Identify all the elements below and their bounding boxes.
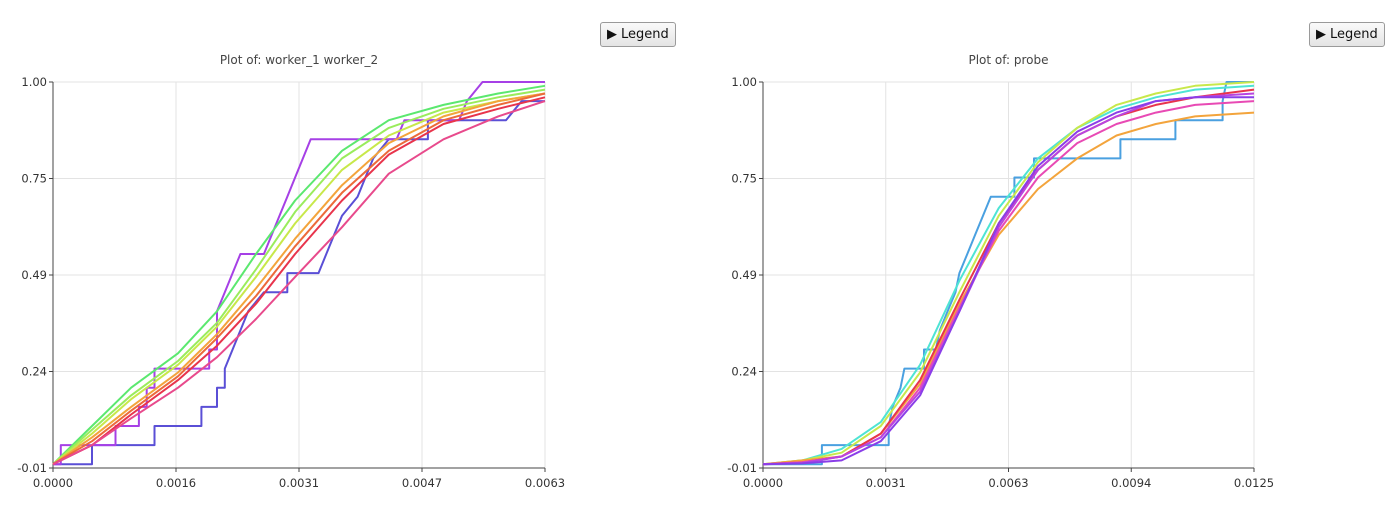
x-tick-label: 0.0094: [1111, 476, 1151, 490]
series-line-5: [52, 92, 546, 465]
y-tick-label: 0.24: [731, 365, 757, 379]
y-tick-label: -0.01: [727, 461, 757, 475]
series-line-6: [52, 92, 546, 466]
y-tick-label: 1.00: [21, 75, 47, 89]
series-line-3: [762, 81, 1255, 466]
y-tick-label: -0.01: [17, 461, 47, 475]
y-tick-label: 0.75: [21, 172, 47, 186]
x-tick-label: 0.0031: [866, 476, 906, 490]
x-tick-label: 0.0016: [156, 476, 196, 490]
cdf-plot-left: 0.0000 0.0016 0.0031 0.0047 0.0063 1.00 0.75 0.…: [17, 75, 565, 490]
play-icon: ▶: [607, 27, 617, 42]
x-tick-label: 0.0063: [525, 476, 565, 490]
series-line-2: [762, 84, 1255, 466]
x-tick-label: 0.0063: [988, 476, 1028, 490]
x-tick-label: 0.0000: [33, 476, 73, 490]
series-line-4: [52, 88, 546, 465]
chart-title-left: Plot of: worker_1 worker_2: [219, 53, 379, 67]
y-tick-label: 0.75: [731, 172, 757, 186]
x-tick-label: 0.0125: [1234, 476, 1274, 490]
series-line-8: [762, 96, 1254, 466]
series-line-3: [52, 84, 546, 465]
series-line-1: [763, 81, 1254, 466]
legend-toggle-button-right[interactable]: ▶ Legend: [1309, 22, 1385, 47]
play-icon: ▶: [1316, 27, 1326, 42]
chart-panel-right: ▶ Legend Plot of: probe 0.0000 0.0031 0.00…: [700, 0, 1387, 507]
y-tick-label: 0.24: [21, 365, 47, 379]
series-line-9: [52, 100, 546, 466]
x-tick-label: 0.0031: [279, 476, 319, 490]
x-tick-label: 0.0047: [402, 476, 442, 490]
y-tick-label: 1.00: [731, 75, 757, 89]
series-line-7: [52, 92, 546, 466]
series-line-8: [52, 96, 546, 466]
y-tick-label: 0.49: [21, 268, 47, 282]
chart-title-right: Plot of: probe: [968, 53, 1049, 67]
x-tick-label: 0.0000: [743, 476, 783, 490]
y-tick-label: 0.49: [731, 268, 757, 282]
legend-button-label: Legend: [621, 27, 669, 42]
cdf-plot-right: 0.0000 0.0031 0.0063 0.0094 0.0125 1.00 0.75 0.…: [727, 75, 1274, 490]
legend-toggle-button-left[interactable]: ▶ Legend: [600, 22, 676, 47]
chart-panel-left: ▶ Legend Plot of: worker_1 worker_2 0.00…: [0, 0, 690, 507]
legend-button-label: Legend: [1330, 27, 1378, 42]
